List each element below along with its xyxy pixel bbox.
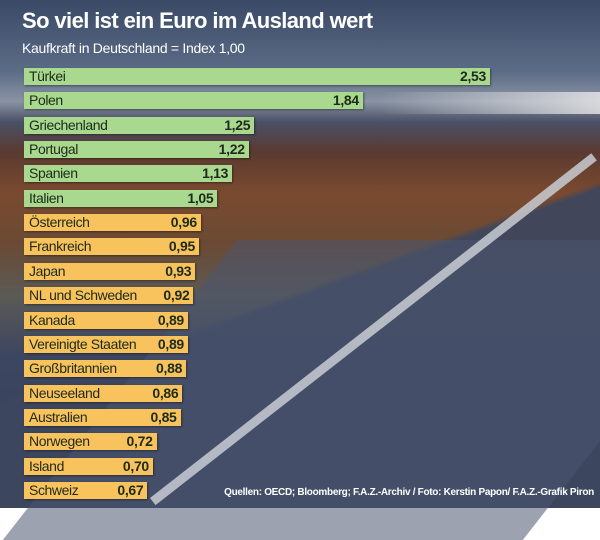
bar-label: Neuseeland bbox=[29, 384, 100, 401]
sky-highlight bbox=[380, 92, 600, 114]
bar-label: Polen bbox=[29, 92, 63, 109]
bar-value-label: 0,96 bbox=[170, 214, 197, 231]
bar-11: Vereinigte Staaten 0,89 bbox=[24, 335, 188, 353]
bar-label: Australien bbox=[29, 408, 88, 425]
bar-label: Griechenland bbox=[29, 116, 108, 133]
bar-value-label: 0,72 bbox=[126, 433, 153, 450]
bar-10: Kanada 0,89 bbox=[24, 311, 188, 329]
bar-13: Neuseeland 0,86 bbox=[24, 384, 183, 402]
bar-value-label: 0,85 bbox=[150, 408, 177, 425]
bar-value-label: 0,70 bbox=[122, 457, 149, 474]
bar-value-label: 1,05 bbox=[187, 189, 214, 206]
source-note: Quellen: OECD; Bloomberg; F.A.Z.-Archiv … bbox=[224, 487, 594, 498]
bar-17: Schweiz 0,67 bbox=[24, 481, 148, 499]
bar-value-label: 2,53 bbox=[459, 68, 487, 84]
bar-3: Portugal 1,22 bbox=[24, 141, 249, 159]
bar-value-label: 0,93 bbox=[165, 262, 192, 279]
bar-value-label: 0,95 bbox=[168, 238, 195, 255]
bar-label: Italien bbox=[29, 189, 64, 206]
bar-value-label: 0,86 bbox=[152, 384, 179, 401]
bar-7: Frankreich 0,95 bbox=[24, 238, 199, 256]
bar-5: Italien 1,05 bbox=[24, 189, 218, 207]
bar-1: Polen 1,84 bbox=[24, 92, 363, 110]
bar-label: Österreich bbox=[29, 214, 90, 231]
bar-8: Japan 0,93 bbox=[24, 262, 196, 280]
bar-value-label: 0,92 bbox=[163, 287, 190, 304]
bar-value-label: 0,67 bbox=[117, 481, 144, 498]
bar-0: Türkei 2,53 bbox=[24, 68, 491, 85]
bar-label: Portugal bbox=[29, 141, 78, 158]
bar-label: NL und Schweden bbox=[29, 287, 137, 304]
bar-value-label: 1,84 bbox=[332, 92, 359, 109]
bar-4: Spanien 1,13 bbox=[24, 165, 233, 183]
bar-12: Großbritannien 0,88 bbox=[24, 360, 187, 378]
bar-label: Großbritannien bbox=[29, 360, 117, 377]
bar-16: Island 0,70 bbox=[24, 457, 153, 475]
bar-label: Vereinigte Staaten bbox=[29, 335, 137, 352]
bar-6: Österreich 0,96 bbox=[24, 214, 201, 232]
bar-value-label: 1,25 bbox=[224, 116, 251, 133]
chart-title: So viel ist ein Euro im Ausland wert bbox=[22, 8, 373, 33]
bar-label: Schweiz bbox=[29, 481, 79, 498]
bar-9: NL und Schweden 0,92 bbox=[24, 287, 194, 305]
bar-14: Australien 0,85 bbox=[24, 408, 181, 426]
bar-15: Norwegen 0,72 bbox=[24, 433, 157, 451]
bar-label: Japan bbox=[29, 262, 66, 279]
bar-label: Island bbox=[29, 457, 64, 474]
bar-label: Spanien bbox=[29, 165, 78, 182]
bar-value-label: 1,13 bbox=[202, 165, 229, 182]
chart-subtitle: Kaufkraft in Deutschland = Index 1,00 bbox=[22, 40, 245, 56]
bar-label: Norwegen bbox=[29, 433, 90, 450]
bar-chart: Türkei 2,53 Polen 1,84 Griechenland 1,25 Portu… bbox=[24, 68, 491, 499]
bar-value-label: 0,89 bbox=[157, 311, 184, 328]
bar-value-label: 1,22 bbox=[218, 141, 245, 158]
bar-value-label: 0,89 bbox=[157, 335, 184, 352]
bar-value-label: 0,88 bbox=[156, 360, 183, 377]
bar-2: Griechenland 1,25 bbox=[24, 116, 255, 134]
bar-label: Türkei bbox=[29, 68, 66, 84]
bar-label: Frankreich bbox=[29, 238, 92, 255]
bar-label: Kanada bbox=[29, 311, 75, 328]
